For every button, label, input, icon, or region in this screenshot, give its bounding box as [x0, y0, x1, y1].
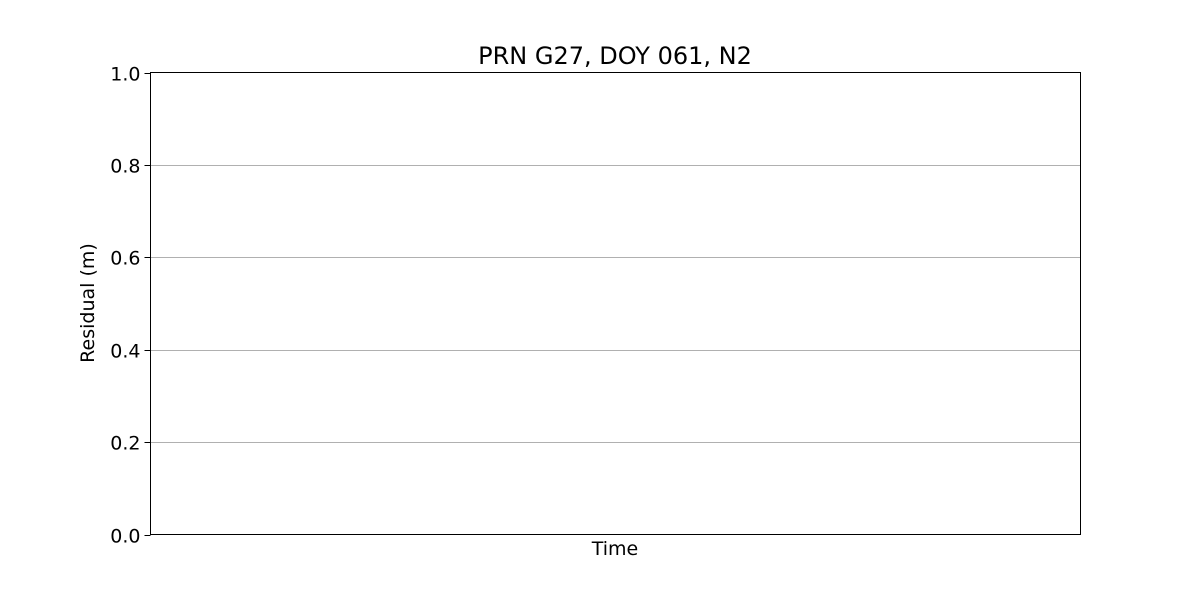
y-tick-label: 0.0: [110, 526, 140, 548]
y-tick-label: 0.6: [110, 248, 140, 270]
grid-lines: [150, 165, 1081, 443]
plot-area-frame: [150, 72, 1081, 535]
y-tick-label: 1.0: [110, 64, 140, 86]
x-axis-label: Time: [591, 538, 639, 560]
y-tick-label: 0.2: [110, 433, 140, 455]
y-axis-label: Residual (m): [77, 243, 99, 363]
y-tick-label: 0.8: [110, 156, 140, 178]
y-axis-ticks: 0.0 0.2 0.4 0.6 0.8 1.0: [110, 64, 151, 548]
y-tick-label: 0.4: [110, 341, 140, 363]
chart-title: PRN G27, DOY 061, N2: [478, 42, 752, 70]
